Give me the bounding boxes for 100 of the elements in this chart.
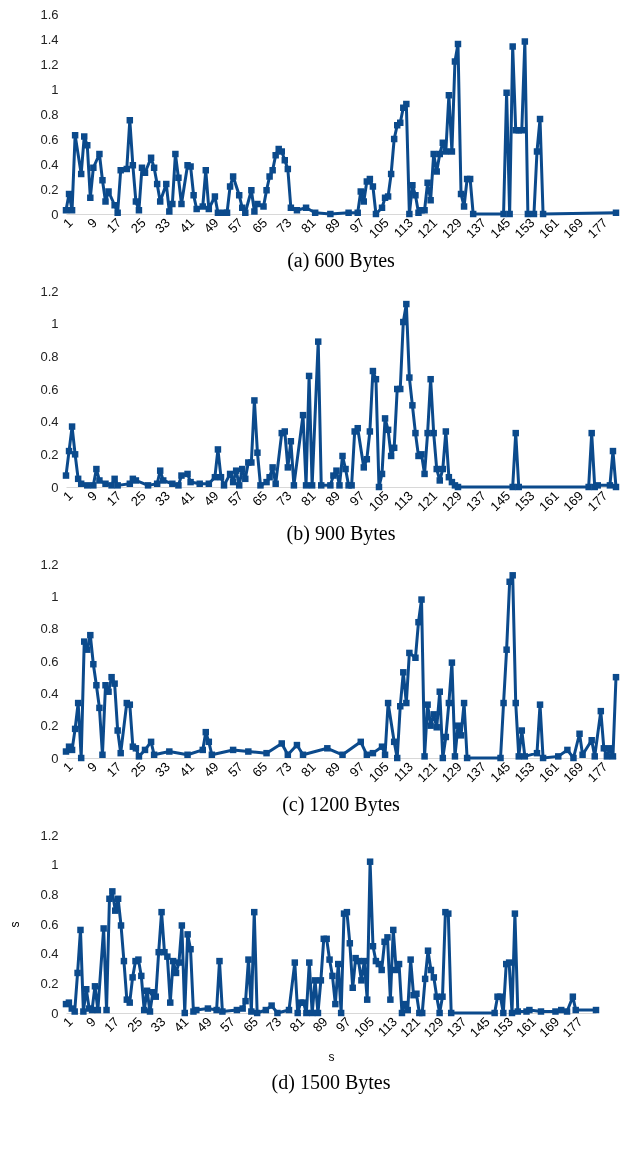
x-tick-label: 129 — [438, 488, 465, 515]
x-tick-label: 41 — [176, 215, 198, 236]
y-tick-label: 1 — [51, 857, 59, 873]
x-tick-label: 89 — [322, 759, 344, 780]
x-tick-label: 65 — [249, 488, 271, 509]
x-tick-label: 33 — [147, 1014, 169, 1035]
x-tick-label: 169 — [560, 215, 587, 242]
x-tick-label: 41 — [176, 759, 198, 780]
x-tick-label: 145 — [487, 488, 514, 515]
y-tick-label: 1 — [51, 316, 59, 332]
x-tick-label: 81 — [297, 488, 319, 509]
y-tick-label: 0.8 — [40, 106, 59, 122]
y-tick-label: 0.4 — [40, 946, 59, 962]
x-tick-label: 33 — [152, 215, 173, 236]
x-tick-label: 105 — [365, 488, 392, 515]
x-tick-label: 145 — [487, 759, 514, 786]
x-tick-label: 49 — [200, 488, 222, 509]
x-tick-label: 33 — [152, 488, 173, 509]
x-tick-label: 9 — [84, 215, 100, 231]
x-tick-label: 17 — [103, 759, 125, 780]
x-tick-label: 113 — [390, 488, 417, 514]
y-tick-label: 0 — [51, 1005, 59, 1021]
y-tick-label: 1.6 — [40, 6, 59, 22]
x-tick-label: 105 — [365, 215, 392, 242]
y-tick-label: 0.8 — [40, 621, 59, 637]
x-tick-label: 65 — [240, 1014, 262, 1035]
y-tick-label: 0.6 — [40, 653, 59, 669]
x-tick-label: 25 — [127, 759, 149, 780]
x-tick-label: 177 — [584, 215, 611, 242]
x-axis-title: s — [328, 1050, 335, 1065]
x-tick-label: 153 — [511, 215, 538, 242]
x-tick-label: 113 — [390, 759, 417, 785]
y-tick-label: 1.2 — [40, 56, 59, 72]
x-tick-label: 25 — [127, 215, 149, 236]
x-tick-label: 65 — [249, 759, 271, 780]
y-tick-label: 0.4 — [40, 156, 59, 172]
y-tick-label: 0.2 — [40, 181, 59, 197]
x-tick-label: 129 — [438, 215, 465, 242]
y-tick-label: 0.2 — [40, 446, 59, 462]
x-tick-label: 17 — [103, 488, 125, 509]
x-tick-label: 49 — [193, 1014, 215, 1035]
y-tick-label: 0 — [51, 206, 59, 222]
x-tick-label: 25 — [127, 488, 149, 509]
x-tick-label: 65 — [249, 215, 271, 236]
x-tick-label: 121 — [414, 759, 441, 786]
x-tick-label: 137 — [463, 759, 489, 786]
x-tick-label: 89 — [322, 215, 344, 236]
x-tick-label: 153 — [511, 488, 538, 515]
y-tick-label: 0.4 — [40, 685, 59, 701]
x-tick-label: 97 — [346, 215, 368, 236]
x-tick-label: 9 — [83, 1014, 99, 1030]
x-tick-label: 153 — [511, 759, 538, 786]
x-tick-label: 41 — [176, 488, 198, 509]
x-tick-label: 121 — [414, 215, 441, 242]
x-tick-label: 89 — [309, 1014, 331, 1035]
y-tick-label: 0 — [51, 479, 59, 495]
x-tick-label: 137 — [463, 488, 489, 515]
text: (c) 1200 Bytes — [282, 792, 401, 816]
x-tick-label: 25 — [124, 1014, 146, 1035]
y-tick-label: 1.2 — [40, 827, 59, 843]
y-tick-label: 0.2 — [40, 975, 59, 991]
y-tick-label: 0.8 — [40, 886, 59, 902]
x-tick-label: 137 — [463, 215, 489, 242]
x-tick-label: 145 — [487, 215, 514, 242]
text: (b) 900 Bytes — [286, 521, 396, 545]
x-tick-label: 73 — [263, 1014, 285, 1035]
x-tick-label: 97 — [346, 759, 368, 780]
x-tick-label: 161 — [535, 215, 562, 242]
x-tick-label: 49 — [200, 215, 222, 236]
x-tick-label: 57 — [225, 759, 246, 780]
y-tick-label: 0.8 — [40, 348, 59, 364]
y-tick-label: 0 — [51, 750, 59, 766]
x-tick-label: 9 — [84, 488, 100, 504]
y-tick-label: 1 — [51, 81, 59, 97]
y-tick-label: 1.2 — [40, 283, 59, 299]
x-tick-label: 177 — [584, 488, 611, 515]
x-tick-label: 17 — [103, 215, 125, 236]
x-tick-label: 17 — [101, 1014, 123, 1035]
y-tick-label: 0.6 — [40, 381, 59, 397]
text: (a) 600 Bytes — [287, 248, 396, 272]
x-tick-label: 177 — [584, 759, 611, 786]
x-tick-label: 41 — [170, 1014, 192, 1035]
y-tick-label: 1 — [51, 588, 59, 604]
x-tick-label: 57 — [225, 488, 246, 509]
x-tick-label: 57 — [225, 215, 246, 236]
x-tick-label: 9 — [84, 759, 100, 775]
x-tick-label: 169 — [560, 759, 587, 786]
x-tick-label: 81 — [297, 215, 319, 236]
y-tick-label: 0.6 — [40, 131, 59, 147]
x-tick-label: 81 — [286, 1014, 308, 1035]
x-tick-label: 161 — [535, 759, 562, 786]
x-tick-label: 33 — [152, 759, 173, 780]
x-tick-label: 169 — [560, 488, 587, 515]
x-tick-label: 89 — [322, 488, 344, 509]
x-tick-label: 57 — [217, 1014, 238, 1035]
x-tick-label: 97 — [346, 488, 368, 509]
x-tick-label: 73 — [273, 215, 295, 236]
x-tick-label: 49 — [200, 759, 222, 780]
text: (d) 1500 Bytes — [271, 1070, 391, 1094]
x-tick-label: 105 — [365, 759, 392, 786]
